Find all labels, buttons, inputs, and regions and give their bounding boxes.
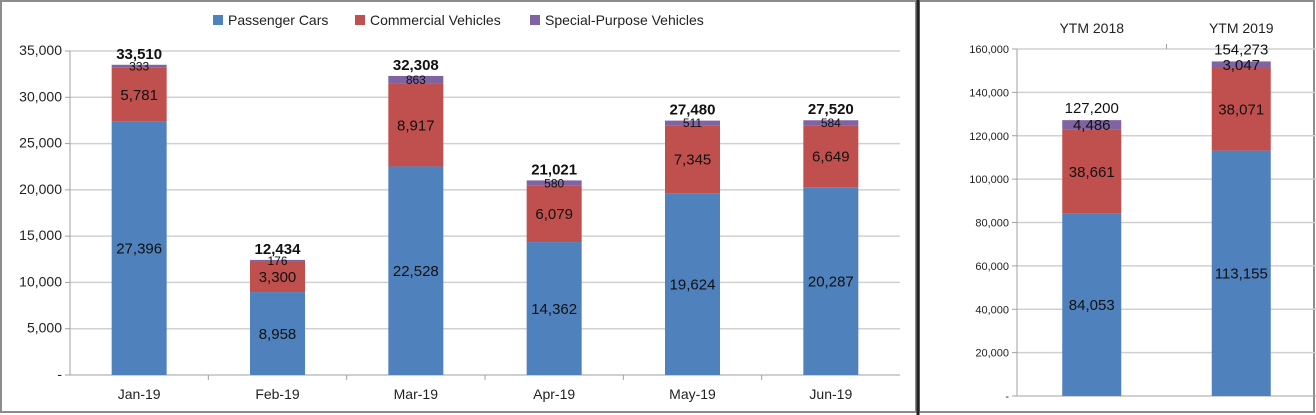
data-label: 38,071 xyxy=(1218,102,1264,119)
category-label: Jan-19 xyxy=(118,386,161,402)
y-tick-label: 30,000 xyxy=(19,88,62,104)
legend-swatch xyxy=(213,15,223,25)
bar-segment-commercial-vehicles xyxy=(250,261,305,293)
y-tick-label: 100,000 xyxy=(969,174,1009,186)
category-label: YTM 2019 xyxy=(1209,20,1274,36)
y-tick-label: 20,000 xyxy=(975,348,1009,360)
data-label: 6,079 xyxy=(535,206,573,223)
y-tick-label: 140,000 xyxy=(969,87,1009,99)
data-label: 580 xyxy=(544,176,564,190)
y-tick-label: 40,000 xyxy=(975,304,1009,316)
data-label: 8,958 xyxy=(259,326,297,343)
y-tick-label: 5,000 xyxy=(27,320,62,336)
y-tick-label: 10,000 xyxy=(19,273,62,289)
data-label: 7,345 xyxy=(674,152,712,169)
bar-segment-passenger-cars xyxy=(665,193,720,375)
bar-segment-special-purpose-vehicles xyxy=(803,120,859,126)
data-label: 4,486 xyxy=(1073,117,1111,134)
data-label: 6,649 xyxy=(812,149,850,166)
data-label: 27,396 xyxy=(116,240,162,257)
category-label: Apr-19 xyxy=(533,386,575,402)
bar-segment-commercial-vehicles xyxy=(388,83,444,167)
bar-segment-commercial-vehicles xyxy=(1062,129,1122,214)
category-label: Mar-19 xyxy=(394,386,439,402)
data-label: 38,661 xyxy=(1069,164,1115,181)
data-label: 84,053 xyxy=(1069,297,1115,314)
category-label: YTM 2018 xyxy=(1059,20,1124,36)
total-label: 32,308 xyxy=(393,57,439,74)
bar-segment-passenger-cars xyxy=(526,242,582,375)
bar-segment-special-purpose-vehicles xyxy=(111,64,167,68)
bar-segment-passenger-cars xyxy=(803,187,859,375)
y-tick-label: 35,000 xyxy=(19,42,62,58)
bar-segment-passenger-cars xyxy=(1062,213,1122,396)
total-label: 154,273 xyxy=(1214,41,1268,58)
left-chart-frame xyxy=(0,0,917,413)
y-tick-label: 20,000 xyxy=(19,181,62,197)
bar-segment-commercial-vehicles xyxy=(526,185,582,243)
bar-segment-special-purpose-vehicles xyxy=(526,180,582,186)
bar-segment-special-purpose-vehicles xyxy=(1211,61,1271,69)
total-label: 127,200 xyxy=(1065,100,1119,117)
data-label: 511 xyxy=(683,116,702,130)
data-label: 8,917 xyxy=(397,117,435,134)
bar-segment-commercial-vehicles xyxy=(1211,68,1271,151)
legend-label: Commercial Vehicles xyxy=(370,12,501,28)
category-label: Jun-19 xyxy=(809,386,852,402)
total-label: 12,434 xyxy=(255,241,302,258)
bar-segment-commercial-vehicles xyxy=(665,125,720,194)
bar-segment-special-purpose-vehicles xyxy=(250,259,305,262)
y-tick-label: 15,000 xyxy=(19,227,62,243)
bar-segment-passenger-cars xyxy=(1211,150,1271,396)
total-label: 33,510 xyxy=(116,46,162,63)
bar-segment-passenger-cars xyxy=(111,121,167,375)
legend-label: Special-Purpose Vehicles xyxy=(545,12,704,28)
total-label: 21,021 xyxy=(531,161,577,178)
data-label: 3,047 xyxy=(1222,57,1260,74)
bar-segment-passenger-cars xyxy=(388,166,444,375)
bar-segment-special-purpose-vehicles xyxy=(1062,120,1122,130)
legend-swatch xyxy=(530,15,540,25)
data-label: 333 xyxy=(129,60,149,74)
category-label: May-19 xyxy=(669,386,716,402)
y-tick-label: - xyxy=(1005,391,1009,403)
bar-segment-commercial-vehicles xyxy=(111,67,167,122)
data-label: 19,624 xyxy=(670,276,716,293)
bar-segment-special-purpose-vehicles xyxy=(665,120,720,126)
total-label: 27,480 xyxy=(670,102,716,119)
data-label: 20,287 xyxy=(808,273,854,290)
bar-segment-special-purpose-vehicles xyxy=(388,75,444,84)
data-label: 863 xyxy=(406,73,426,87)
y-tick-label: 25,000 xyxy=(19,135,62,151)
data-label: 176 xyxy=(267,254,287,268)
bar-segment-commercial-vehicles xyxy=(803,125,859,188)
y-tick-label: - xyxy=(57,366,62,382)
legend-swatch xyxy=(355,15,365,25)
y-tick-label: 80,000 xyxy=(975,218,1009,230)
legend-label: Passenger Cars xyxy=(228,12,328,28)
data-label: 584 xyxy=(821,116,841,130)
y-tick-label: 120,000 xyxy=(969,131,1009,143)
y-tick-label: 60,000 xyxy=(975,261,1009,273)
data-label: 5,781 xyxy=(120,87,158,104)
data-label: 14,362 xyxy=(531,301,577,318)
y-tick-label: 160,000 xyxy=(969,44,1009,56)
data-label: 113,155 xyxy=(1215,266,1268,283)
data-label: 22,528 xyxy=(393,263,439,280)
category-label: Feb-19 xyxy=(255,386,300,402)
data-label: 3,300 xyxy=(259,269,297,286)
bar-segment-passenger-cars xyxy=(250,292,305,375)
total-label: 27,520 xyxy=(808,101,854,118)
